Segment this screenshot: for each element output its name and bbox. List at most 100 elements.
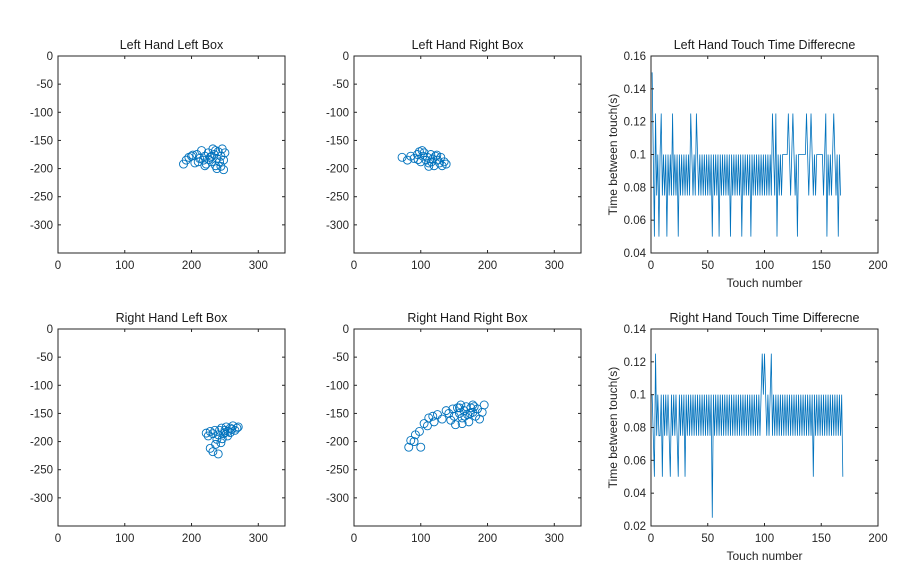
- plot-frame: [57, 55, 286, 254]
- y-tick-label: 0: [343, 324, 349, 336]
- y-tick-label: 0.02: [624, 521, 646, 533]
- scatter-point: [207, 151, 217, 161]
- scatter-point: [230, 425, 240, 435]
- scatter-point: [433, 410, 442, 420]
- y-tick-label: -50: [332, 352, 349, 364]
- y-tick-label: -50: [36, 352, 53, 364]
- y-tick-label: 0.16: [624, 51, 646, 63]
- x-tick-label: 100: [411, 533, 430, 545]
- scatter-point: [200, 161, 210, 171]
- y-tick-label: -100: [326, 380, 349, 392]
- y-tick-label: -200: [30, 164, 53, 176]
- x-tick-label: 200: [182, 533, 201, 545]
- scatter-point: [220, 428, 230, 438]
- scatter-point: [219, 155, 229, 165]
- x-tick-label: 300: [249, 533, 268, 545]
- plot-frame: [650, 55, 879, 254]
- x-tick-label: 200: [868, 260, 887, 272]
- panel-6: Right Hand Touch Time Differecne 0 50 100 15…: [606, 311, 888, 563]
- scatter-point: [225, 428, 235, 438]
- scatter-point: [416, 442, 426, 452]
- y-tick-label: 0: [47, 324, 53, 336]
- x-tick-label: 0: [351, 533, 357, 545]
- y-tick-label: -250: [30, 192, 53, 204]
- x-tick-label: 50: [701, 260, 714, 272]
- y-tick-label: -300: [326, 493, 349, 505]
- y-tick-label: 0.06: [624, 215, 646, 227]
- scatter-point: [233, 422, 243, 432]
- y-tick-label: -150: [326, 408, 349, 420]
- plot-frame: [353, 55, 582, 254]
- y-tick-label: -200: [326, 164, 349, 176]
- x-tick-label: 200: [868, 533, 887, 545]
- scatter-point: [441, 159, 451, 169]
- scatter-point: [223, 431, 233, 441]
- scatter-point: [417, 146, 427, 156]
- y-tick-label: -250: [30, 465, 53, 477]
- scatter-point: [460, 411, 470, 421]
- chart-title: Right Hand Right Box: [407, 311, 528, 325]
- y-tick-label: 0.12: [624, 357, 646, 369]
- scatter-point: [203, 431, 213, 441]
- scatter-point: [455, 403, 464, 413]
- scatter-point: [397, 152, 407, 162]
- x-tick-label: 200: [478, 533, 497, 545]
- scatter-point: [429, 417, 439, 427]
- chart-title: Right Hand Left Box: [116, 311, 229, 325]
- scatter-point: [441, 406, 451, 416]
- x-tick-label: 100: [115, 260, 134, 272]
- scatter-point: [468, 400, 478, 410]
- x-tick-label: 150: [812, 260, 831, 272]
- y-axis-label: Time between touch(s): [606, 367, 620, 489]
- panel-2: Left Hand Right Box 0 100 200 300 0 -50 -100 -15…: [326, 38, 582, 272]
- x-tick-label: 200: [182, 260, 201, 272]
- panel-5: Right Hand Right Box 0 100 200 300 0 -50 -100 -1…: [326, 311, 582, 545]
- scatter-point: [211, 439, 221, 449]
- y-tick-label: -250: [326, 465, 349, 477]
- y-tick-label: -150: [30, 135, 53, 147]
- y-tick-label: 0.08: [624, 182, 646, 194]
- scatter-point: [413, 155, 423, 165]
- series-line: [651, 353, 844, 518]
- panel-4: Right Hand Left Box 0 100 200 300 0 -50 -100 -15…: [30, 311, 286, 545]
- scatter-point: [204, 155, 214, 165]
- scatter-point: [210, 425, 220, 435]
- x-axis-label: Touch number: [726, 276, 802, 290]
- x-tick-label: 100: [411, 260, 430, 272]
- x-tick-label: 100: [755, 260, 774, 272]
- x-tick-label: 150: [812, 533, 831, 545]
- y-tick-label: 0.04: [624, 248, 647, 260]
- scatter-point: [208, 144, 218, 154]
- y-tick-label: -100: [30, 380, 53, 392]
- x-tick-label: 300: [545, 533, 564, 545]
- scatter-point: [193, 157, 203, 167]
- x-tick-label: 50: [701, 533, 714, 545]
- scatter-point: [217, 434, 227, 444]
- x-tick-label: 0: [55, 533, 61, 545]
- scatter-point: [451, 420, 460, 430]
- y-tick-label: 0.1: [630, 150, 646, 162]
- y-tick-label: 0.1: [630, 390, 646, 402]
- chart-title: Left Hand Touch Time Differecne: [674, 38, 856, 52]
- scatter-point: [213, 449, 223, 459]
- x-tick-label: 100: [755, 533, 774, 545]
- scatter-point: [437, 414, 447, 424]
- x-tick-label: 0: [648, 533, 654, 545]
- x-tick-label: 0: [351, 260, 357, 272]
- scatter-point: [426, 157, 436, 167]
- y-tick-label: 0.08: [624, 423, 646, 435]
- chart-title: Right Hand Touch Time Differecne: [670, 311, 860, 325]
- y-tick-label: -200: [326, 437, 349, 449]
- scatter-point: [439, 157, 449, 167]
- scatter-point: [404, 442, 414, 452]
- series-line: [651, 72, 841, 237]
- scatter-point: [414, 426, 424, 436]
- chart-title: Left Hand Left Box: [120, 38, 224, 52]
- x-tick-label: 100: [115, 533, 134, 545]
- scatter-point: [216, 161, 226, 171]
- scatter-point: [201, 428, 211, 438]
- x-tick-label: 200: [478, 260, 497, 272]
- y-tick-label: -150: [326, 135, 349, 147]
- scatter-point: [216, 438, 226, 448]
